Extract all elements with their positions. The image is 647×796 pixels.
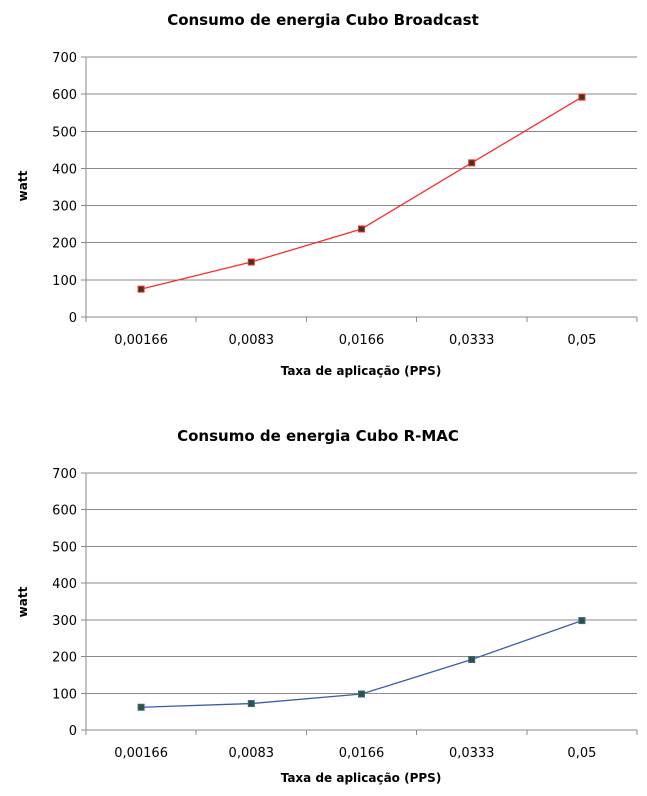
- series: [137, 93, 586, 293]
- y-tick-label: 200: [52, 237, 77, 252]
- y-tick-label: 400: [52, 577, 77, 592]
- data-point: [247, 258, 255, 266]
- y-tick-label: 100: [52, 274, 77, 289]
- chart-rmac: Consumo de energia Cubo R-MAC 0 100 200 300…: [0, 410, 647, 796]
- y-tick-label: 0: [69, 311, 77, 326]
- data-point: [137, 703, 145, 711]
- chart-rmac-svg: Consumo de energia Cubo R-MAC 0 100 200 300…: [16, 427, 638, 785]
- x-tick-labels: 0,00166 0,0083 0,0166 0,0333 0,05: [114, 333, 596, 348]
- y-tick-labels: 0 100 200 300 400 500 600 700: [52, 51, 77, 326]
- x-tick-label: 0,0333: [449, 746, 495, 761]
- data-point: [137, 285, 145, 293]
- data-point: [358, 225, 365, 233]
- data-point: [247, 700, 255, 708]
- data-point: [468, 159, 476, 167]
- y-tick-label: 700: [52, 467, 77, 482]
- y-axis-label: watt: [16, 586, 30, 617]
- series-line: [140, 96, 583, 290]
- y-tick-label: 200: [52, 651, 77, 666]
- x-tick-label: 0,05: [567, 746, 596, 761]
- axes: [81, 472, 638, 735]
- x-tick-label: 0,05: [567, 333, 596, 348]
- y-tick-label: 700: [52, 51, 77, 66]
- x-tick-label: 0,0333: [449, 333, 495, 348]
- y-tick-label: 500: [52, 540, 77, 555]
- y-tick-label: 600: [52, 504, 77, 519]
- y-tick-label: 600: [52, 88, 77, 103]
- data-point: [578, 93, 586, 101]
- x-tick-label: 0,0083: [229, 746, 275, 761]
- x-tick-label: 0,00166: [114, 333, 168, 348]
- y-tick-label: 100: [52, 687, 77, 702]
- y-tick-labels: 0 100 200 300 400 500 600 700: [52, 467, 77, 739]
- x-axis-label: Taxa de aplicação (PPS): [281, 364, 442, 378]
- y-tick-label: 300: [52, 200, 77, 215]
- y-axis-label: watt: [16, 170, 30, 201]
- series: [137, 617, 586, 711]
- data-point: [578, 617, 586, 625]
- x-tick-label: 0,0083: [229, 333, 275, 348]
- axes: [81, 56, 638, 322]
- chart-broadcast: Consumo de energia Cubo Broadcast 0 100 20…: [0, 0, 647, 386]
- data-point: [358, 690, 365, 698]
- x-axis-label: Taxa de aplicação (PPS): [281, 771, 442, 785]
- x-tick-label: 0,0166: [339, 746, 385, 761]
- data-point: [468, 656, 476, 664]
- gridlines: [86, 472, 637, 694]
- y-tick-label: 0: [69, 724, 77, 739]
- x-tick-labels: 0,00166 0,0083 0,0166 0,0333 0,05: [114, 746, 596, 761]
- y-tick-label: 500: [52, 125, 77, 140]
- chart-title: Consumo de energia Cubo Broadcast: [167, 11, 479, 29]
- x-tick-label: 0,00166: [114, 746, 168, 761]
- x-tick-label: 0,0166: [339, 333, 385, 348]
- chart-broadcast-svg: Consumo de energia Cubo Broadcast 0 100 20…: [16, 11, 638, 378]
- y-tick-label: 400: [52, 162, 77, 177]
- y-tick-label: 300: [52, 614, 77, 629]
- gridlines: [86, 56, 637, 281]
- chart-title: Consumo de energia Cubo R-MAC: [177, 427, 459, 445]
